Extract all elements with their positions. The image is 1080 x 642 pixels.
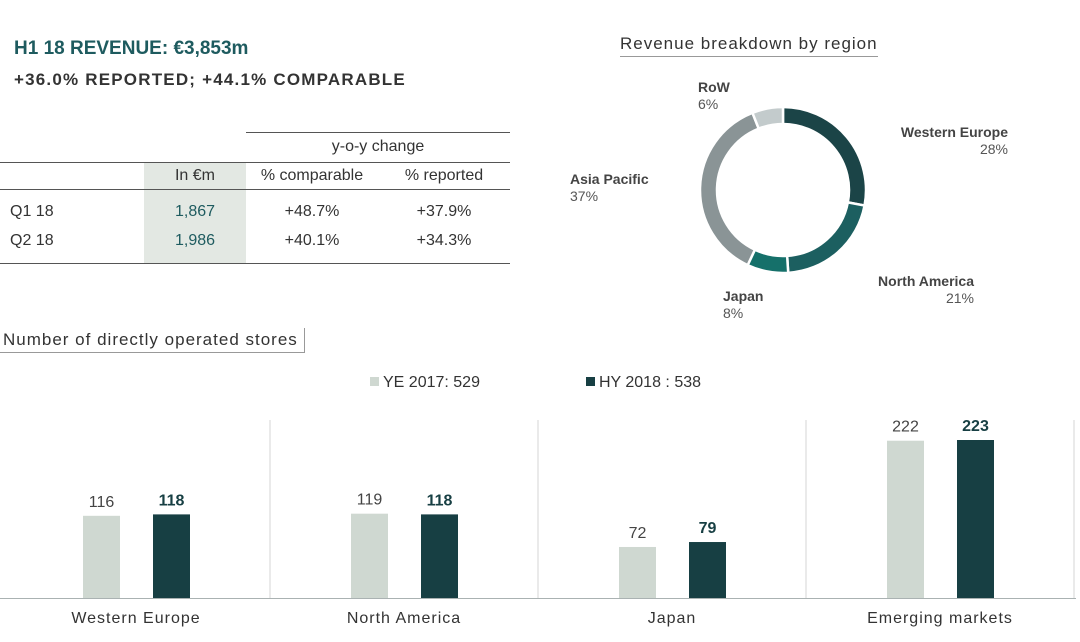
x-tick-label: Western Europe xyxy=(71,610,200,627)
pie-label-value: 6% xyxy=(698,96,719,112)
table-rule xyxy=(0,263,510,264)
bar-ye2017 xyxy=(83,515,120,598)
pie-label-value: 37% xyxy=(570,188,599,204)
subheadline: +36.0% REPORTED; +44.1% COMPARABLE xyxy=(14,70,406,89)
pie-chart-title: Revenue breakdown by region xyxy=(620,34,878,57)
pie-label-value: 8% xyxy=(723,305,744,321)
pie-label-north-america: North America 21% xyxy=(862,273,974,307)
pie-label-asia-pacific: Asia Pacific 37% xyxy=(570,171,649,205)
legend-label: HY 2018 : 538 xyxy=(599,374,702,391)
pie-label-name: Asia Pacific xyxy=(570,171,649,187)
bar-chart-title: Number of directly operated stores xyxy=(0,328,305,353)
bar-ye2017 xyxy=(619,546,656,598)
bar-value-label: 72 xyxy=(629,525,647,542)
pie-label-value: 28% xyxy=(979,141,1008,157)
legend-item-hy2018: HY 2018 : 538 xyxy=(586,374,701,392)
bar-value-label: 79 xyxy=(699,520,717,537)
bar-hy2018 xyxy=(689,542,726,598)
x-tick-label: North America xyxy=(347,610,461,627)
bar-value-label: 119 xyxy=(357,492,383,509)
bar-hy2018 xyxy=(421,514,458,598)
cell-comparable: +48.7% xyxy=(284,203,340,220)
column-header-comparable: % comparable xyxy=(260,167,364,184)
row-label: Q1 18 xyxy=(10,203,54,220)
column-header-in-em: In €m xyxy=(174,167,215,184)
bar-ye2017 xyxy=(351,513,388,598)
pie-label-name: RoW xyxy=(698,79,730,95)
table-rule xyxy=(246,132,510,133)
pie-label-row: RoW 6% xyxy=(698,79,730,113)
pie-label-name: North America xyxy=(878,273,974,289)
legend-item-ye2017: YE 2017: 529 xyxy=(370,374,480,392)
revenue-table: y-o-y change In €m % comparable % report… xyxy=(0,130,512,266)
bar-ye2017 xyxy=(887,440,924,598)
column-header-reported: % reported xyxy=(404,167,484,184)
pie-slice-row xyxy=(750,105,785,131)
table-rule xyxy=(0,189,510,190)
cell-in-em: 1,867 xyxy=(174,203,216,220)
bar-value-label: 222 xyxy=(892,419,919,436)
legend-swatch xyxy=(586,377,595,387)
bar-value-label: 118 xyxy=(427,492,453,509)
pie-label-japan: Japan 8% xyxy=(723,288,763,322)
legend-swatch xyxy=(370,377,379,387)
legend-label: YE 2017: 529 xyxy=(383,374,480,391)
pie-label-western-europe: Western Europe 28% xyxy=(886,124,1008,158)
table-rule xyxy=(0,162,510,163)
pie-label-name: Western Europe xyxy=(900,124,1008,140)
pie-label-value: 21% xyxy=(945,290,974,306)
bar-value-label: 116 xyxy=(89,494,115,511)
in-em-column-shade xyxy=(144,162,246,264)
yoy-group-header: y-o-y change xyxy=(331,138,425,155)
bar-value-label: 118 xyxy=(159,492,185,509)
bar-hy2018 xyxy=(153,514,190,598)
cell-in-em: 1,986 xyxy=(174,232,216,249)
cell-reported: +34.3% xyxy=(416,232,472,249)
row-label: Q2 18 xyxy=(10,232,54,249)
cell-reported: +37.9% xyxy=(416,203,472,220)
x-tick-label: Emerging markets xyxy=(867,610,1013,627)
x-tick-label: Japan xyxy=(648,610,697,627)
bar-value-label: 223 xyxy=(962,418,989,435)
cell-comparable: +40.1% xyxy=(284,232,340,249)
pie-label-name: Japan xyxy=(723,288,764,304)
headline: H1 18 REVENUE: €3,853m xyxy=(14,38,249,59)
bar-hy2018 xyxy=(957,440,994,598)
